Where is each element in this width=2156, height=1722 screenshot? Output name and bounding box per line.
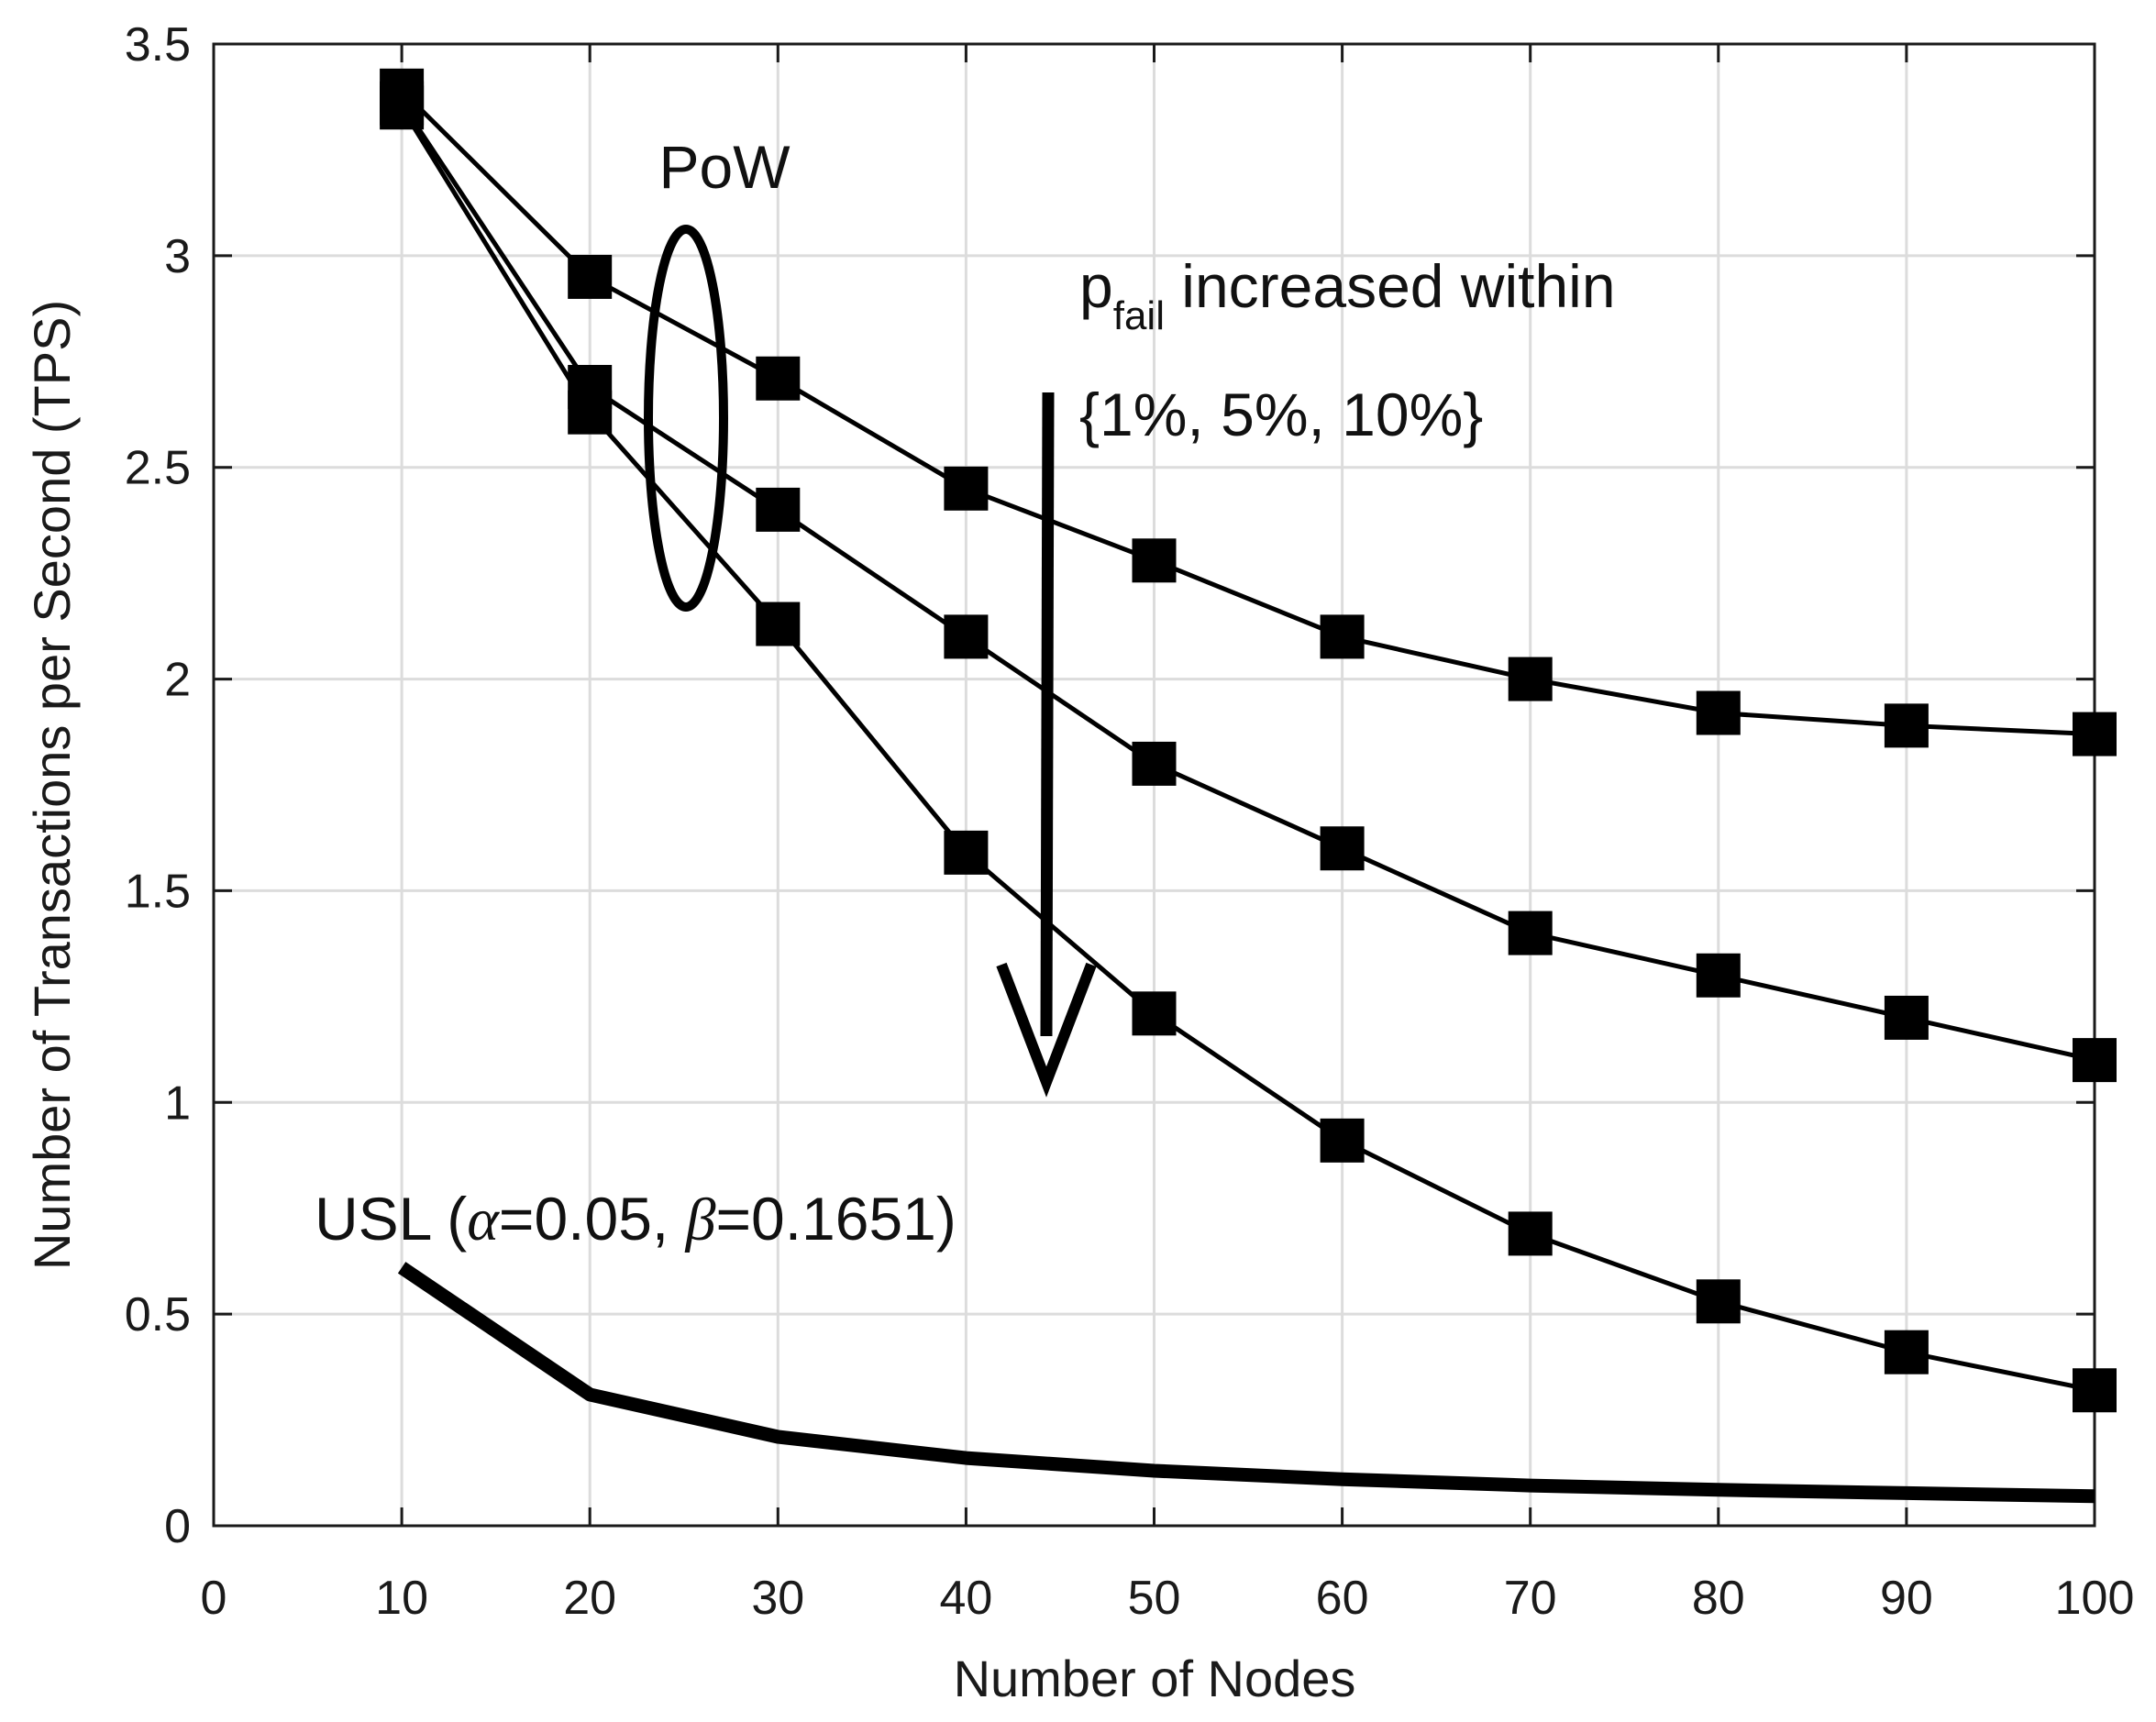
data-point-marker: [1696, 690, 1741, 735]
x-tick-label: 90: [1880, 1572, 1933, 1625]
data-point-marker: [1696, 953, 1741, 998]
x-tick-label: 10: [375, 1572, 428, 1625]
y-tick-label: 2.5: [125, 442, 191, 495]
pfail-annotation: pfail increased within: [1079, 252, 1616, 338]
x-tick-label: 80: [1692, 1572, 1745, 1625]
data-point-marker: [1696, 1279, 1741, 1324]
data-point-marker: [2073, 1038, 2117, 1083]
pfail-arrow-shaft: [1040, 392, 1055, 1037]
series-markers: [380, 68, 2117, 1413]
data-point-marker: [1508, 657, 1553, 701]
x-axis-label: Number of Nodes: [954, 1650, 1356, 1707]
y-tick-label: 1: [164, 1076, 191, 1130]
data-point-marker: [944, 614, 989, 659]
x-tick-label: 20: [563, 1572, 616, 1625]
y-tick-label: 0: [164, 1500, 191, 1553]
usl-alpha-value: =0.05,: [499, 1185, 686, 1253]
data-point-marker: [944, 830, 989, 875]
pow-group-ellipse: [644, 225, 728, 612]
data-point-marker: [1132, 538, 1177, 583]
pfail-text: increased within: [1165, 252, 1616, 320]
y-tick-label: 3: [164, 230, 191, 283]
usl-series-line: [397, 1262, 2095, 1504]
pow-series-line-2: [400, 102, 2095, 1063]
data-point-marker: [1320, 826, 1365, 871]
data-point-marker: [1508, 911, 1553, 955]
y-tick-label: 1.5: [125, 865, 191, 918]
pfail-prefix: p: [1079, 252, 1113, 320]
data-point-marker: [1320, 614, 1365, 659]
y-tick-label: 2: [164, 654, 191, 707]
pow-series-line-1: [400, 89, 2095, 737]
x-tick-label: 30: [751, 1572, 804, 1625]
data-point-marker: [1508, 1211, 1553, 1256]
data-point-marker: [568, 390, 613, 435]
data-point-marker: [756, 356, 801, 401]
x-tick-label: 100: [2055, 1572, 2135, 1625]
data-point-marker: [756, 487, 801, 532]
usl-prefix: USL (: [315, 1185, 467, 1253]
usl-annotation: USL (α=0.05, β=0.1651): [315, 1185, 956, 1253]
data-point-marker: [1320, 1118, 1365, 1163]
data-point-marker: [944, 466, 989, 511]
y-axis-label: Number of Transactions per Second (TPS): [23, 300, 81, 1270]
data-point-marker: [568, 254, 613, 299]
data-point-marker: [1884, 995, 1929, 1040]
y-tick-label: 0.5: [125, 1288, 191, 1341]
x-tick-label: 60: [1316, 1572, 1369, 1625]
alpha-symbol: α: [467, 1187, 500, 1253]
pfail-set: {1%, 5%, 10%}: [1079, 381, 1483, 448]
data-point-marker: [1884, 1330, 1929, 1374]
pow-label: PoW: [658, 133, 791, 201]
beta-symbol: β: [684, 1187, 716, 1253]
usl-beta-value: =0.1651): [715, 1185, 956, 1253]
axis-ticks: 0 10 20 30 40 50 60 70 80 90 100 0 0.5 1 1.5 2 2.5 3 3.5: [125, 18, 2135, 1625]
data-point-marker: [2073, 1368, 2117, 1413]
data-point-marker: [1884, 703, 1929, 748]
pow-series-line-3: [399, 105, 2095, 1393]
pfail-arrow-head: [996, 962, 1097, 1098]
x-tick-label: 40: [939, 1572, 992, 1625]
pfail-subscript: fail: [1113, 293, 1165, 338]
y-tick-label: 3.5: [125, 18, 191, 72]
x-tick-label: 50: [1128, 1572, 1181, 1625]
data-point-marker: [380, 85, 425, 130]
data-point-marker: [756, 602, 801, 646]
x-tick-label: 0: [201, 1572, 227, 1625]
x-tick-label: 70: [1504, 1572, 1557, 1625]
data-point-marker: [1132, 991, 1177, 1036]
data-point-marker: [2073, 712, 2117, 756]
data-point-marker: [1132, 741, 1177, 786]
series-lines: [397, 89, 2095, 1504]
